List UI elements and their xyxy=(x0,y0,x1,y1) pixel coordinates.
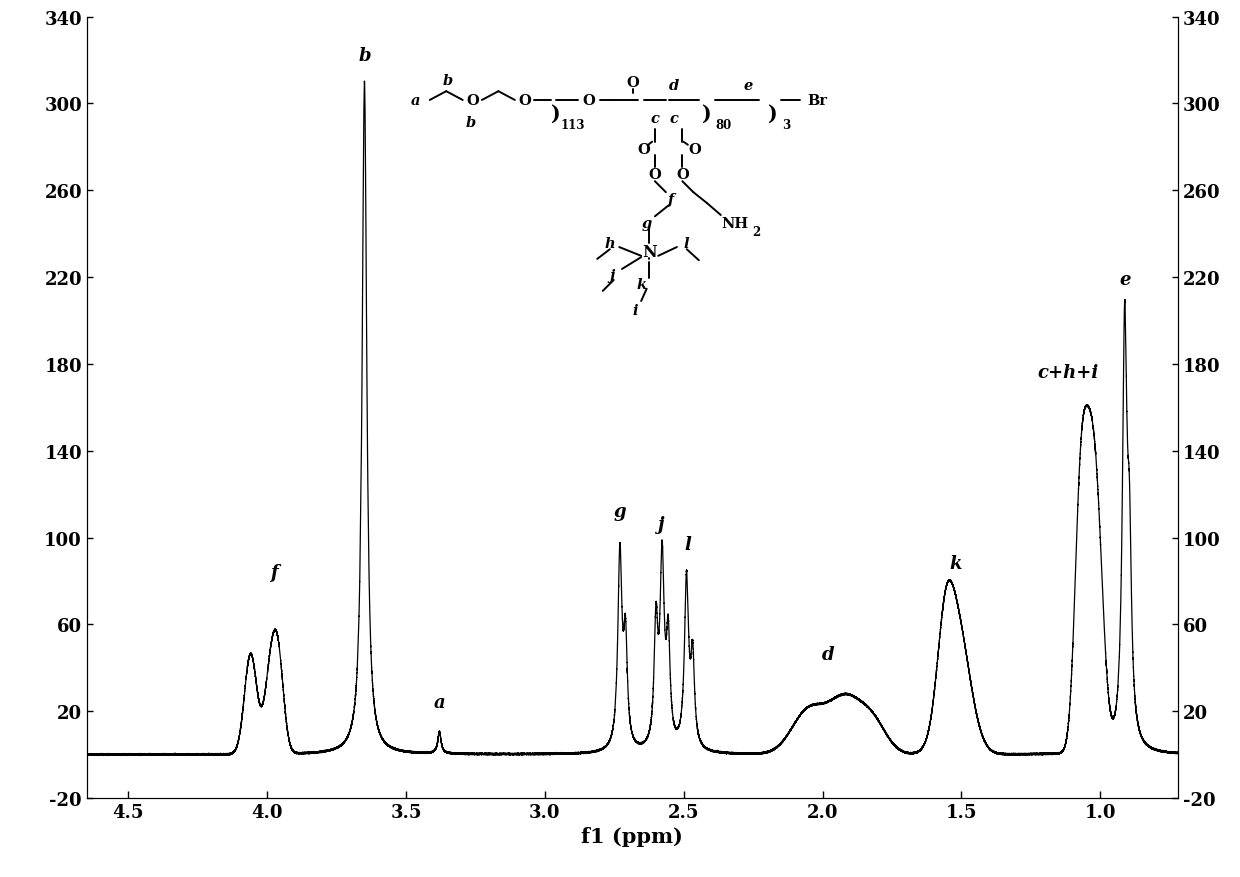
Text: f: f xyxy=(668,193,675,206)
Text: b: b xyxy=(466,116,476,130)
Text: 3: 3 xyxy=(782,118,791,132)
Text: O: O xyxy=(583,94,595,108)
Text: k: k xyxy=(636,278,646,292)
Text: c: c xyxy=(651,111,660,125)
X-axis label: f1 (ppm): f1 (ppm) xyxy=(582,826,683,846)
Text: ): ) xyxy=(702,104,712,124)
Text: O: O xyxy=(688,143,701,157)
Text: d: d xyxy=(822,645,835,664)
Text: N: N xyxy=(642,244,657,260)
Text: c: c xyxy=(670,111,678,125)
Text: ): ) xyxy=(768,104,777,124)
Text: f: f xyxy=(270,563,278,581)
Text: g: g xyxy=(641,217,652,231)
Text: Br: Br xyxy=(807,94,827,108)
Text: 80: 80 xyxy=(715,118,732,132)
Text: a: a xyxy=(412,94,420,108)
Text: i: i xyxy=(632,303,639,317)
Text: NH: NH xyxy=(720,217,748,231)
Text: O: O xyxy=(676,168,688,182)
Text: d: d xyxy=(670,79,680,92)
Text: 2: 2 xyxy=(753,226,760,239)
Text: h: h xyxy=(605,237,615,250)
Text: e: e xyxy=(744,79,753,92)
Text: e: e xyxy=(1118,271,1131,289)
Text: O: O xyxy=(649,168,661,182)
Text: a: a xyxy=(434,694,445,711)
Text: O: O xyxy=(637,143,650,157)
Text: l: l xyxy=(684,535,692,553)
Text: b: b xyxy=(358,47,371,65)
Text: ): ) xyxy=(551,104,560,124)
Text: l: l xyxy=(684,237,689,250)
Text: 113: 113 xyxy=(560,118,585,132)
Text: b: b xyxy=(443,75,453,88)
Text: k: k xyxy=(950,554,962,573)
Text: O: O xyxy=(518,94,531,108)
Text: O: O xyxy=(466,94,479,108)
Text: j: j xyxy=(609,268,615,282)
Text: j: j xyxy=(658,516,665,533)
Text: c+h+i: c+h+i xyxy=(1038,364,1099,381)
Text: g: g xyxy=(614,503,626,521)
Text: O: O xyxy=(626,76,640,90)
